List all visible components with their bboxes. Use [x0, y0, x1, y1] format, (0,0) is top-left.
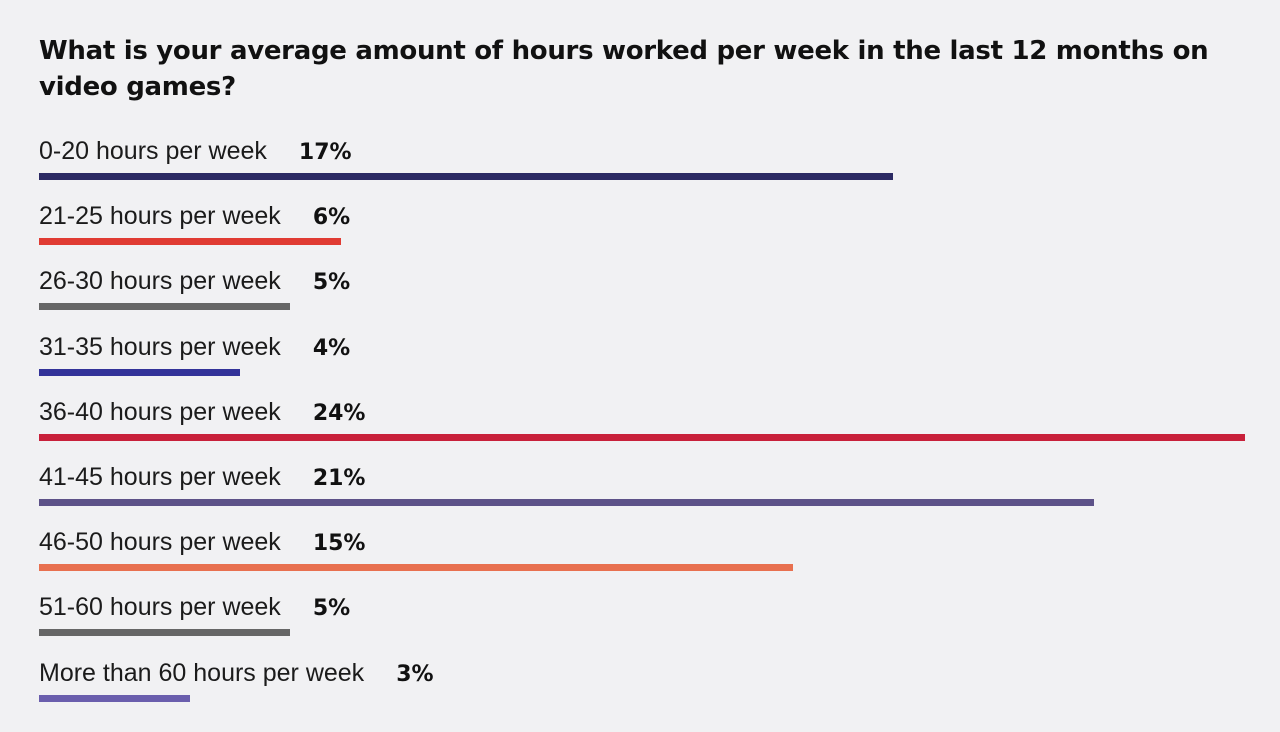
bar [39, 499, 1095, 506]
bar-row-text: More than 60 hours per week 3% [39, 657, 434, 693]
category-label: 31-35 hours per week [39, 332, 281, 361]
bar-row: 36-40 hours per week 24% [39, 396, 1259, 446]
category-label: 46-50 hours per week [39, 528, 281, 557]
chart-title: What is your average amount of hours wor… [39, 36, 1209, 102]
value-label: 5% [312, 270, 351, 296]
category-label: 21-25 hours per week [39, 202, 281, 231]
bar [39, 238, 341, 246]
value-label: 21% [312, 466, 366, 491]
bar-row-text: 26-30 hours per week 5% [39, 265, 350, 301]
bar-row: More than 60 hours per week 3% [39, 657, 1259, 707]
bar-row: 21-25 hours per week 6% [39, 200, 1259, 250]
value-label: 15% [312, 531, 366, 557]
bar-row-text: 31-35 hours per week 4% [39, 331, 350, 367]
bar-row: 0-20 hours per week 17% [39, 135, 1259, 185]
value-label: 24% [312, 400, 366, 426]
category-label: 36-40 hours per week [39, 397, 281, 426]
category-label: 41-45 hours per week [39, 463, 281, 491]
bar-row-text: 21-25 hours per week 6% [39, 200, 350, 236]
bar-row-text: 46-50 hours per week 15% [39, 526, 365, 562]
bar [39, 303, 291, 311]
bar-row-text: 41-45 hours per week 21% [39, 461, 365, 497]
value-label: 5% [312, 596, 351, 622]
bar-row: 26-30 hours per week 5% [39, 265, 1259, 315]
bar-row: 46-50 hours per week 15% [39, 526, 1259, 576]
bar [39, 173, 894, 180]
bar-row: 51-60 hours per week 5% [39, 591, 1259, 641]
category-label: 26-30 hours per week [39, 267, 281, 296]
category-label: 51-60 hours per week [39, 593, 281, 622]
category-label: More than 60 hours per week [39, 658, 365, 687]
bar [39, 564, 793, 572]
value-label: 4% [312, 335, 351, 361]
bar [39, 694, 190, 702]
bar [39, 433, 1245, 441]
bar-row-text: 51-60 hours per week 5% [39, 591, 350, 627]
bar-row: 41-45 hours per week 21% [39, 461, 1259, 511]
category-label: 0-20 hours per week [39, 137, 267, 165]
value-label: 6% [312, 205, 351, 231]
value-label: 3% [396, 661, 434, 687]
bar [39, 368, 240, 376]
bar-row-text: 0-20 hours per week 17% [39, 135, 352, 171]
bar [39, 629, 291, 637]
value-label: 17% [298, 140, 352, 165]
bar-row-text: 36-40 hours per week 24% [39, 396, 365, 432]
bar-row: 31-35 hours per week 4% [39, 331, 1259, 381]
